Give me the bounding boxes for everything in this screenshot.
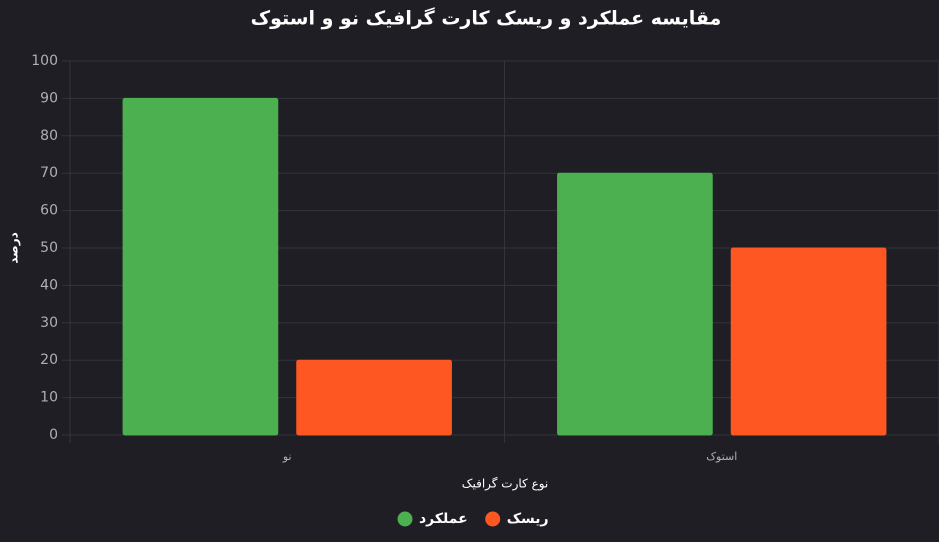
- legend-label: عملکرد: [419, 511, 468, 527]
- y-tick-label: 20: [40, 352, 58, 368]
- y-tick-label: 100: [31, 53, 58, 69]
- y-tick-label: 60: [40, 203, 58, 219]
- y-tick-label: 10: [40, 390, 58, 406]
- x-tick-label: استوک: [706, 450, 737, 463]
- y-axis-title: درصد: [7, 232, 21, 264]
- x-axis-title: نوع کارت گرافیک: [462, 477, 549, 492]
- bar: [296, 359, 452, 436]
- y-tick-label: 40: [40, 277, 58, 293]
- y-tick-label: 0: [49, 427, 58, 443]
- y-tick-label: 30: [40, 315, 58, 331]
- legend-label: ریسک: [507, 511, 549, 527]
- y-tick-label: 80: [40, 128, 58, 144]
- bar: [557, 172, 713, 436]
- legend: عملکرد ریسک: [397, 511, 549, 527]
- legend-marker: [397, 511, 413, 527]
- y-tick-label: 90: [40, 90, 58, 106]
- bar: [730, 247, 887, 436]
- y-tick-label: 50: [40, 240, 58, 256]
- legend-marker: [485, 511, 501, 527]
- bar: [122, 97, 279, 436]
- y-tick-label: 70: [40, 165, 58, 181]
- chart-title: مقایسه عملکرد و ریسک کارت گرافیک نو و اس…: [251, 7, 722, 30]
- x-tick-label: نو: [282, 450, 292, 463]
